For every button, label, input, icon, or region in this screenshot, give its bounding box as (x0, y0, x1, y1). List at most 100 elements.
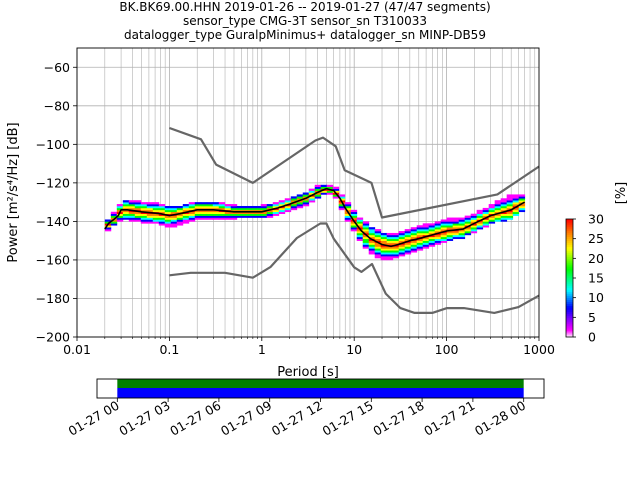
density-cell (248, 209, 256, 213)
colorbar-segment (566, 319, 573, 322)
density-cell (434, 234, 442, 238)
density-cell (398, 240, 406, 243)
density-cell (392, 242, 400, 245)
density-cell (512, 200, 520, 203)
density-cell (314, 184, 322, 188)
density-cell (392, 252, 400, 255)
density-cell (404, 231, 412, 234)
density-cell (200, 217, 208, 220)
density-cell (500, 202, 508, 205)
density-cell (404, 229, 412, 232)
density-cell (170, 215, 178, 218)
density-cell (194, 215, 202, 218)
density-cell (434, 242, 442, 245)
density-cell (422, 240, 430, 243)
density-cell (140, 215, 148, 218)
density-cell (140, 213, 148, 216)
density-cell (512, 198, 520, 201)
density-cell (500, 204, 508, 207)
coverage-bar (117, 388, 524, 398)
density-cell (380, 238, 388, 241)
density-cell (398, 246, 406, 249)
y-tick-label: −120 (36, 175, 70, 190)
colorbar-segment (566, 246, 573, 249)
density-cell (422, 244, 430, 247)
density-cell (512, 213, 520, 216)
x-axis-label: Period [s] (277, 365, 339, 380)
density-cell (116, 207, 124, 211)
density-cell (404, 236, 412, 240)
density-cell (410, 229, 418, 232)
colorbar-segment (566, 262, 573, 265)
mode-line (104, 187, 526, 248)
density-cell (518, 209, 526, 213)
density-cell (476, 215, 484, 218)
density-cell (362, 227, 370, 230)
density-cell (446, 219, 454, 222)
ppsd-plot: 0.01 0.1 1 10 100 1000 −200 −180 −160 −140 −120 −10… (6, 47, 555, 380)
density-cell (254, 215, 262, 218)
density-cell (200, 205, 208, 209)
density-cell (350, 217, 358, 220)
density-cell (386, 252, 394, 255)
density-cell (440, 223, 448, 226)
density-cell (368, 252, 376, 255)
density-cell (512, 196, 520, 199)
colorbar-segment (566, 321, 573, 324)
density-cell (458, 232, 466, 236)
colorbar-segment (566, 317, 573, 320)
density-cell (116, 205, 124, 209)
density-cell (422, 225, 430, 228)
density-cell (518, 194, 526, 197)
colorbar-segment (566, 234, 573, 238)
density-cell (338, 194, 346, 197)
density-cell (308, 198, 316, 201)
density-cell (110, 215, 118, 218)
density-cell (356, 225, 364, 228)
timeline-tick-label: 01-27 18 (370, 398, 426, 439)
density-cell (452, 231, 460, 234)
density-cell (134, 207, 142, 211)
density-cell (440, 227, 448, 230)
density-cell (392, 248, 400, 251)
colorbar-segment (566, 285, 573, 289)
colorbar-segment (566, 335, 573, 338)
density-cell (506, 202, 514, 205)
density-cell (224, 207, 232, 211)
colorbar-segment (566, 278, 573, 281)
density-cell (338, 204, 346, 207)
density-cell (326, 192, 334, 195)
density-cell (482, 225, 490, 228)
colorbar-segment (566, 276, 573, 279)
density-cell (446, 238, 454, 241)
density-cell (398, 254, 406, 257)
density-cell (374, 234, 382, 238)
density-cell (104, 219, 112, 222)
density-cell (146, 219, 154, 222)
density-cell (398, 234, 406, 238)
density-cell (500, 215, 508, 218)
density-cell (218, 207, 226, 211)
timeline-tick-label: 01-27 03 (116, 398, 172, 439)
density-cell (338, 207, 346, 211)
density-cell (122, 211, 130, 214)
colorbar-segment (566, 331, 573, 334)
density-cell (374, 252, 382, 255)
density-cell (146, 205, 154, 209)
density-cell (164, 217, 172, 220)
density-cell (152, 219, 160, 222)
density-cell (272, 204, 280, 207)
density-cell (140, 211, 148, 214)
density-cell (488, 207, 496, 211)
density-cell (338, 196, 346, 199)
density-cell (440, 234, 448, 238)
density-cell (386, 258, 394, 261)
density-cell (146, 204, 154, 207)
colorbar-segment (566, 325, 573, 328)
density-cell (494, 200, 502, 203)
density-cell (506, 205, 514, 209)
density-cell (152, 221, 160, 224)
density-cell (350, 227, 358, 230)
density-cell (368, 232, 376, 236)
